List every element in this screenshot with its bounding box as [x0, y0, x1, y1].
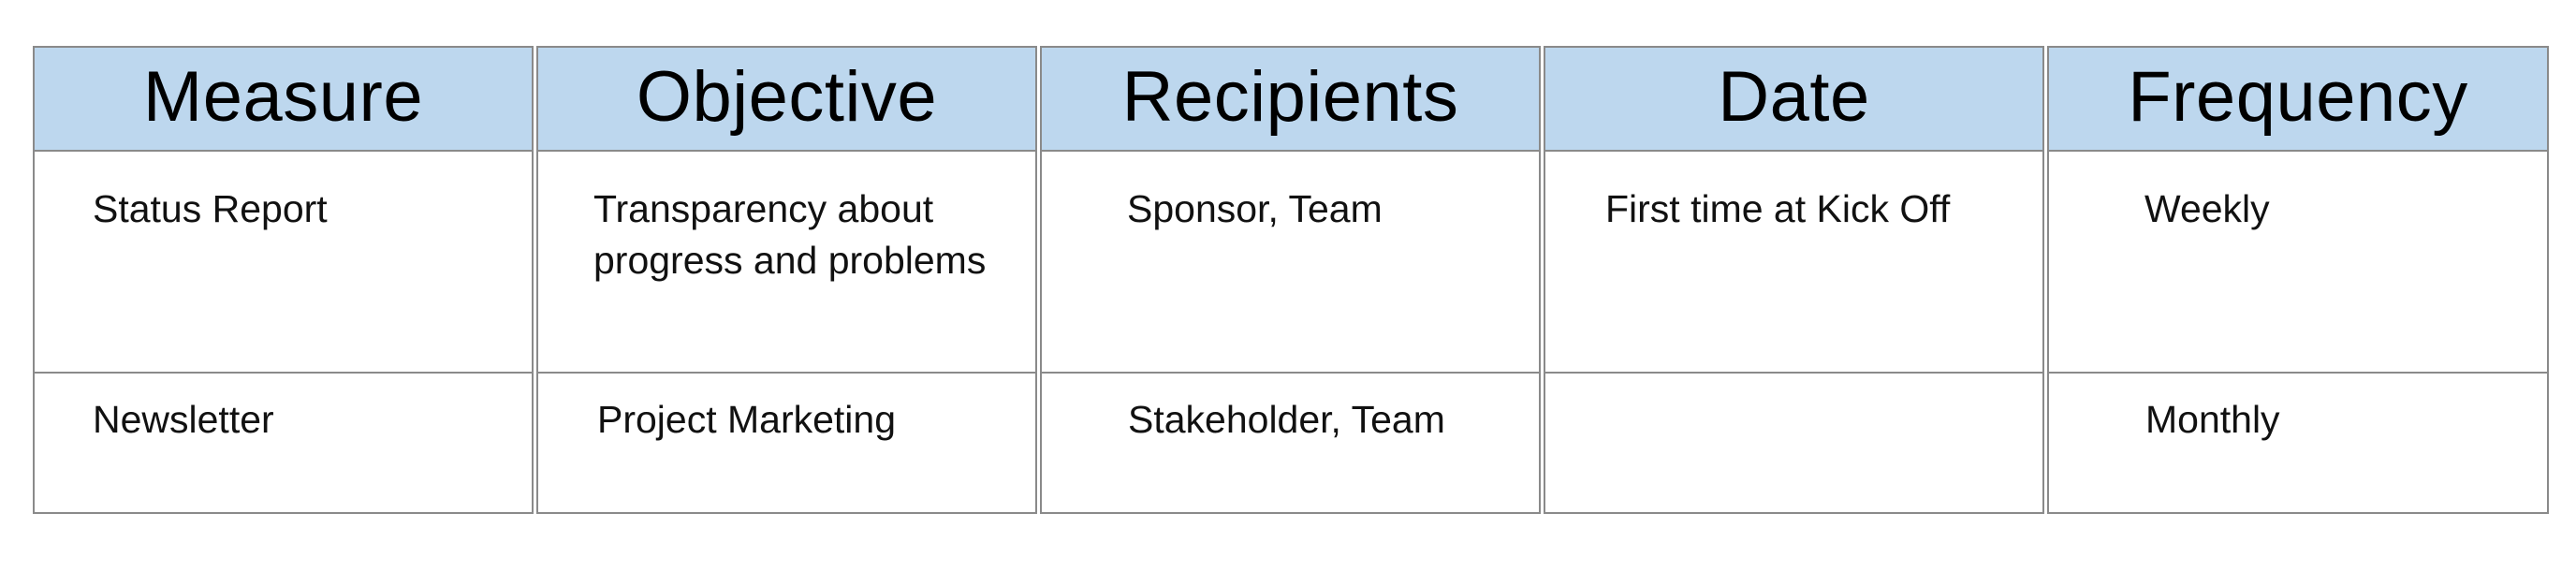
table-cell: Sponsor, Team [1040, 152, 1541, 374]
header-frequency-label: Frequency [2128, 57, 2468, 137]
cell-text: First time at Kick Off [1605, 187, 1951, 230]
cell-text: Sponsor, Team [1127, 187, 1383, 230]
cell-text: Transparency about progress and problems [593, 187, 987, 282]
cell-text: Newsletter [93, 398, 274, 441]
table-cell: Weekly [2047, 152, 2549, 374]
table-cell: First time at Kick Off [1544, 152, 2044, 374]
cell-text: Status Report [93, 187, 328, 230]
header-objective: Objective [536, 46, 1037, 152]
header-measure-label: Measure [142, 57, 424, 137]
header-frequency: Frequency [2047, 46, 2549, 152]
table-cell: Newsletter [33, 374, 534, 514]
table-cell: Transparency about progress and problems [536, 152, 1037, 374]
header-recipients-label: Recipients [1121, 57, 1459, 137]
cell-text: Weekly [2144, 187, 2270, 230]
table-cell: Status Report [33, 152, 534, 374]
header-date-label: Date [1718, 57, 1870, 137]
table-cell: Monthly [2047, 374, 2549, 514]
header-objective-label: Objective [636, 57, 938, 137]
cell-text: Monthly [2145, 398, 2280, 441]
header-recipients: Recipients [1040, 46, 1541, 152]
header-measure: Measure [33, 46, 534, 152]
cell-text: Stakeholder, Team [1128, 398, 1445, 441]
table-cell: Project Marketing [536, 374, 1037, 514]
table-cell [1544, 374, 2044, 514]
header-date: Date [1544, 46, 2044, 152]
communication-plan-table: Measure Objective Recipients Date Freque… [33, 46, 2549, 514]
cell-text: Project Marketing [597, 398, 897, 441]
table-cell: Stakeholder, Team [1040, 374, 1541, 514]
